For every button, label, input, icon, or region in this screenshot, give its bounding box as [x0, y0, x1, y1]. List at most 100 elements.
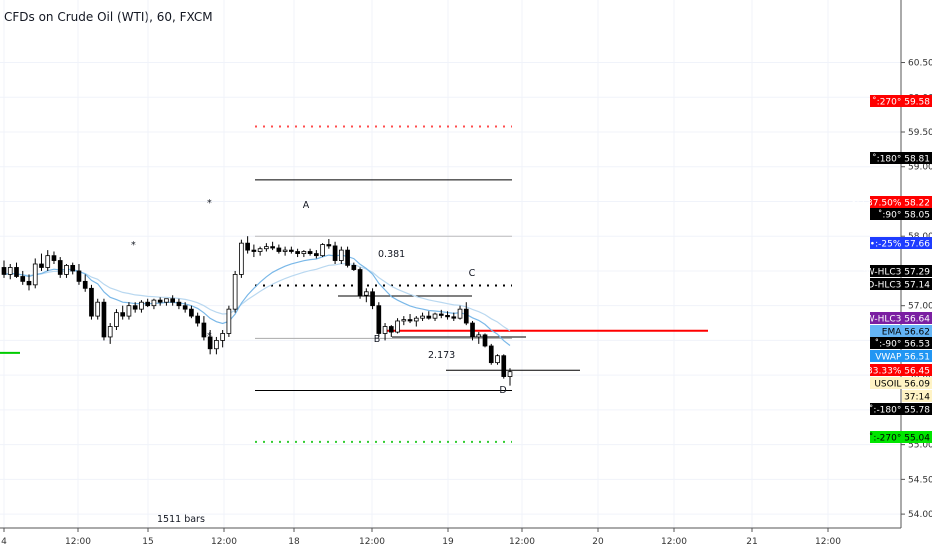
candle-body[interactable] — [14, 267, 19, 277]
x-tick-layer: 4 12:00 15 12:00 18 12:00 19 12:00 20 12:00 21 12:0… — [1, 528, 841, 547]
candle-body[interactable] — [76, 270, 82, 282]
candle-body[interactable] — [226, 308, 232, 334]
candle-body[interactable] — [307, 251, 313, 254]
price-tag-bg — [870, 278, 932, 290]
candle-body[interactable] — [32, 263, 38, 286]
candle-body[interactable] — [351, 264, 357, 270]
candle-body[interactable] — [170, 298, 176, 303]
candle-body[interactable] — [64, 264, 69, 275]
candle-body[interactable] — [20, 276, 26, 282]
candle-body[interactable] — [51, 255, 57, 261]
candle-body[interactable] — [26, 280, 32, 286]
candle-body[interactable] — [182, 305, 188, 310]
candle-body[interactable] — [388, 326, 394, 333]
candle-body[interactable] — [157, 299, 163, 303]
candle-body[interactable] — [451, 316, 457, 319]
candle-body[interactable] — [39, 263, 44, 268]
price-tag: ˚:90° 58.05 — [870, 208, 932, 221]
red-star-marker: * — [207, 331, 212, 342]
candle-body[interactable] — [245, 242, 250, 251]
x-tick-label: 4 — [1, 537, 7, 547]
candle-body[interactable] — [164, 298, 169, 303]
price-tag-text: USOIL 56.09 — [874, 380, 930, 390]
candle-body[interactable] — [314, 253, 319, 257]
candle-body[interactable] — [438, 313, 444, 316]
candle-body[interactable] — [370, 291, 375, 307]
price-tag-layer: ˚:270° 59.58˚:180° 58.81•:+37.50% 58.22˚… — [851, 95, 932, 444]
candle-body[interactable] — [107, 326, 113, 338]
candle-body[interactable] — [57, 260, 63, 275]
candle-body[interactable] — [220, 333, 225, 341]
candle-body[interactable] — [251, 249, 257, 252]
candle-body[interactable] — [345, 249, 350, 266]
candle-body[interactable] — [501, 355, 507, 377]
candle-body[interactable] — [176, 301, 182, 307]
candle-body[interactable] — [232, 274, 238, 310]
candle-body[interactable] — [70, 264, 76, 272]
candle-body[interactable] — [101, 301, 107, 338]
price-tag-bg — [870, 350, 932, 362]
candle-body[interactable] — [395, 320, 400, 333]
candle-body[interactable] — [507, 371, 513, 377]
ema-line — [3, 254, 511, 346]
candle-body[interactable] — [420, 315, 425, 319]
candle-body[interactable] — [326, 244, 332, 247]
candle-body[interactable] — [151, 299, 157, 307]
candle-body[interactable] — [457, 308, 463, 319]
candle-body[interactable] — [139, 301, 144, 310]
candle-body[interactable] — [276, 247, 282, 252]
candle-body[interactable] — [257, 248, 263, 252]
candle-body[interactable] — [82, 280, 88, 289]
candle-body[interactable] — [207, 336, 213, 350]
candle-body[interactable] — [332, 245, 338, 261]
candle-body[interactable] — [45, 255, 51, 268]
candle-body[interactable] — [120, 312, 126, 317]
candle-body[interactable] — [482, 334, 488, 347]
candle-body[interactable] — [295, 251, 300, 254]
candle-body[interactable] — [145, 301, 151, 307]
candle-body[interactable] — [357, 269, 363, 296]
candle-body[interactable] — [376, 305, 382, 334]
candle-body[interactable] — [201, 322, 207, 338]
candle-body[interactable] — [239, 242, 244, 275]
candle-body[interactable] — [426, 315, 432, 319]
candle-body[interactable] — [114, 312, 119, 327]
price-tag-text: EMA 56.62 — [882, 328, 930, 338]
candle-body[interactable] — [282, 249, 288, 252]
price-tag-bg — [870, 337, 932, 349]
candle-body[interactable] — [382, 326, 388, 334]
chart-title: CFDs on Crude Oil (WTI), 60, FXCM — [4, 10, 213, 24]
price-tag: EMA 56.62 — [870, 325, 932, 338]
price-tag: •:-25% 57.66 — [870, 237, 932, 250]
candle-body[interactable] — [1, 267, 7, 275]
candle-body[interactable] — [214, 340, 219, 350]
price-tag-text: •:+37.50% 58.22 — [851, 199, 930, 209]
candle-body[interactable] — [488, 345, 494, 364]
candle-layer[interactable] — [1, 236, 513, 386]
candle-body[interactable] — [495, 355, 500, 364]
candle-body[interactable] — [301, 251, 307, 254]
candle-body[interactable] — [363, 291, 369, 296]
candle-body[interactable] — [264, 246, 269, 250]
candle-body[interactable] — [401, 319, 407, 322]
candle-body[interactable] — [445, 315, 450, 318]
candle-body[interactable] — [126, 305, 132, 317]
candle-body[interactable] — [195, 315, 200, 324]
candle-body[interactable] — [476, 334, 482, 338]
candle-body[interactable] — [89, 287, 94, 317]
candle-body[interactable] — [407, 319, 413, 322]
candle-body[interactable] — [289, 249, 294, 252]
candle-body[interactable] — [432, 313, 438, 319]
price-tag-bg — [870, 431, 932, 443]
candle-body[interactable] — [189, 308, 194, 317]
candle-body[interactable] — [463, 308, 469, 324]
candle-body[interactable] — [95, 301, 101, 317]
candle-body[interactable] — [470, 322, 475, 338]
candle-body[interactable] — [7, 267, 13, 275]
candle-body[interactable] — [270, 246, 275, 249]
candle-body[interactable] — [132, 305, 138, 310]
candle-body[interactable] — [320, 244, 325, 257]
candle-body[interactable] — [338, 249, 344, 261]
candle-body[interactable] — [413, 317, 419, 322]
